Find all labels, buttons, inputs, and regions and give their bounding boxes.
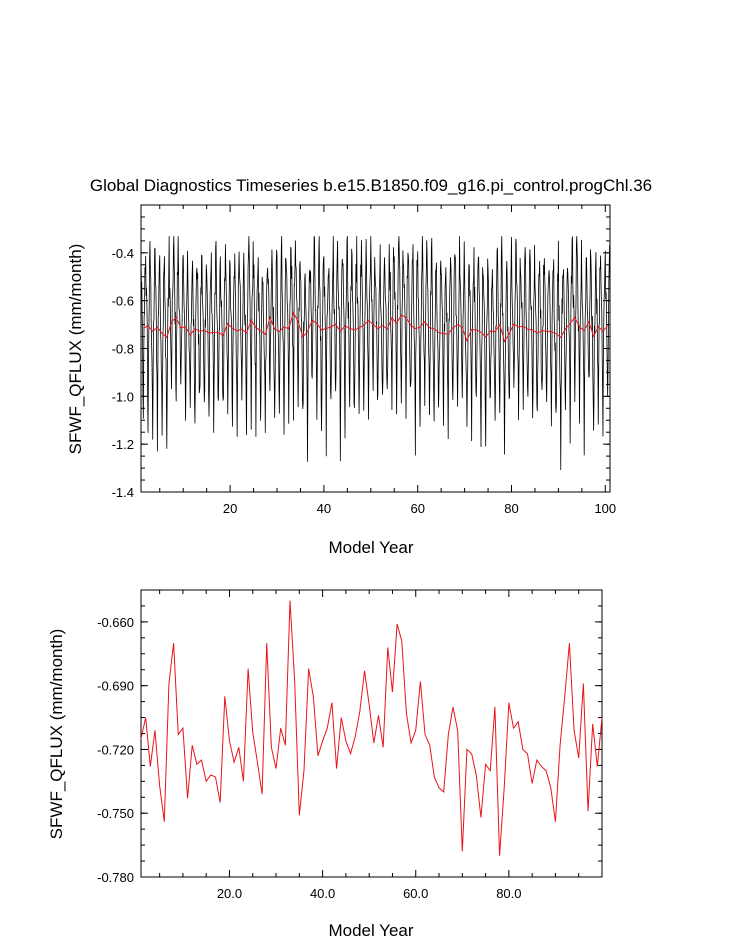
annual-series-line	[140, 600, 603, 856]
bottom-annual-series	[140, 600, 603, 856]
bottom-x-tick-label: 40.0	[310, 886, 335, 901]
top-annual-series	[143, 311, 609, 343]
top-y-tick-label: -1.2	[112, 437, 134, 452]
bottom-x-axis-label: Model Year	[328, 921, 413, 940]
bottom-x-tick-label: 80.0	[496, 886, 521, 901]
bottom-x-tick-label: 20.0	[217, 886, 242, 901]
bottom-y-tick-label: -0.660	[97, 615, 134, 630]
bottom-y-tick-label: -0.690	[97, 679, 134, 694]
top-y-tick-label: -0.6	[112, 294, 134, 309]
top-chart-title: Global Diagnostics Timeseries b.e15.B185…	[90, 176, 652, 195]
top-x-tick-label: 60	[410, 501, 424, 516]
monthly-series-line	[140, 236, 611, 471]
top-y-tick-label: -1.4	[112, 485, 134, 500]
top-x-axis-label: Model Year	[328, 538, 413, 557]
bottom-plot-frame	[140, 589, 603, 878]
top-x-tick-label: 20	[223, 501, 237, 516]
top-x-tick-label: 80	[504, 501, 518, 516]
top-plot-frame	[140, 204, 611, 493]
top-y-tick-label: -0.4	[112, 246, 134, 261]
top-panel: Global Diagnostics Timeseries b.e15.B185…	[66, 176, 652, 557]
bottom-x-tick-label: 60.0	[403, 886, 428, 901]
top-y-tick-label: -1.0	[112, 389, 134, 404]
top-y-axis-label: SFWF_QFLUX (mm/month)	[66, 244, 85, 455]
annual-mean-overlay-line	[143, 311, 609, 343]
bottom-y-axis-label: SFWF_QFLUX (mm/month)	[47, 629, 66, 840]
top-axis-ticks: 20 40 60 80 100 -1.4 -1.2 -1.0 -0.8 -0.6 -0.4	[112, 204, 616, 516]
bottom-axis-ticks: 20.0 40.0 60.0 80.0 -0.780 -0.750 -0.720 -0.690…	[97, 589, 603, 901]
bottom-y-tick-label: -0.750	[97, 806, 134, 821]
bottom-y-tick-label: -0.720	[97, 742, 134, 757]
top-x-tick-label: 100	[594, 501, 616, 516]
top-y-tick-label: -0.8	[112, 342, 134, 357]
top-monthly-series	[140, 236, 611, 471]
bottom-panel: 20.0 40.0 60.0 80.0 -0.780 -0.750 -0.720 -0.690…	[47, 589, 603, 940]
bottom-y-tick-label: -0.780	[97, 870, 134, 885]
top-x-tick-label: 40	[317, 501, 331, 516]
